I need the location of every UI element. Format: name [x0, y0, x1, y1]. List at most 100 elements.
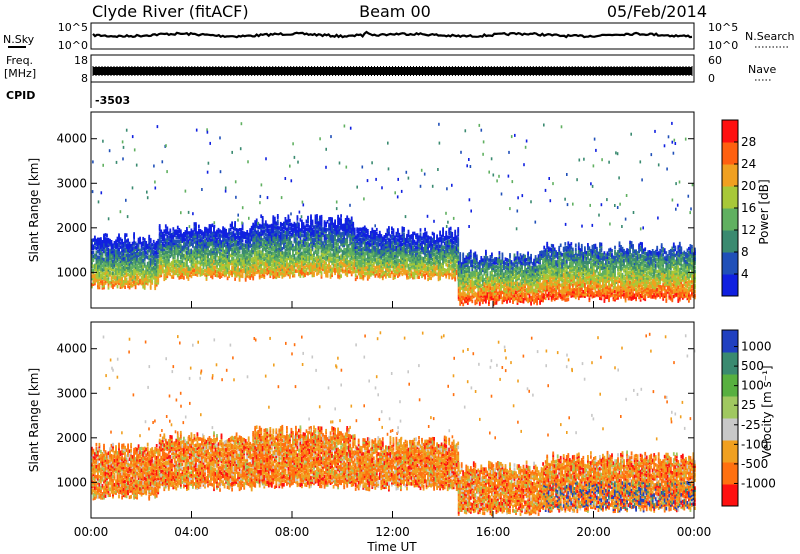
power-cell: [173, 239, 176, 244]
power-cell: [217, 227, 220, 232]
power-cell: [98, 241, 101, 246]
power-cell: [170, 245, 173, 249]
power-cell: [228, 228, 230, 232]
power-cell: [207, 256, 209, 260]
power-cell: [210, 260, 212, 264]
freq-panel: Freq. [MHz] 18 8 60 0 Nave: [4, 54, 776, 85]
power-cell: [254, 268, 257, 272]
power-cell: [279, 223, 282, 228]
power-cell: [149, 286, 152, 290]
power-cell: [148, 256, 151, 261]
power-cell: [301, 257, 303, 262]
power-cell: [143, 238, 146, 242]
power-cell: [195, 264, 197, 268]
power-cell: [183, 242, 185, 246]
power-cell: [112, 263, 114, 267]
power-cell: [310, 270, 312, 275]
power-cell: [231, 265, 233, 270]
power-cell: [305, 253, 308, 258]
power-cell: [314, 228, 317, 233]
power-cell: [240, 236, 242, 240]
power-cell: [176, 235, 179, 240]
power-cell: [293, 239, 296, 244]
power-cell: [155, 262, 158, 267]
power-cell: [421, 256, 423, 261]
power-cell: [301, 225, 303, 230]
power-cell: [223, 249, 226, 254]
power-cell: [214, 273, 217, 277]
power-cell: [241, 252, 244, 256]
power-cell: [178, 244, 181, 248]
power-cell: [161, 269, 164, 274]
power-cell: [148, 234, 151, 239]
power-cell: [112, 247, 114, 251]
power-cell: [255, 262, 258, 267]
power-cell: [134, 253, 137, 258]
power-cell: [186, 241, 188, 245]
power-cell: [166, 274, 169, 279]
power-cell: [311, 259, 314, 264]
power-cell: [195, 268, 197, 272]
power-cell: [118, 261, 120, 265]
power-cell: [109, 252, 111, 257]
power-cell: [192, 250, 194, 254]
power-cell: [241, 262, 244, 267]
power-cell: [249, 266, 252, 270]
power-cell: [219, 269, 221, 273]
power-cell: [270, 231, 273, 236]
power-cell: [201, 238, 203, 242]
power-cell: [196, 253, 199, 257]
power-cell: [163, 257, 166, 261]
power-cell: [131, 271, 134, 276]
power-cell: [139, 262, 141, 267]
power-cell: [210, 232, 212, 236]
power-cell: [101, 252, 104, 256]
power-cell: [237, 250, 239, 255]
power-cell: [261, 232, 264, 236]
power-cell: [121, 268, 123, 273]
power-cell: [213, 269, 215, 274]
power-cell: [143, 246, 146, 250]
power-cell: [255, 224, 258, 229]
power-cell: [254, 258, 257, 262]
power-cell: [124, 275, 126, 279]
power-cell: [283, 251, 285, 256]
power-cell: [276, 250, 279, 254]
power-cell: [272, 271, 275, 276]
power-cell: [107, 274, 110, 278]
power-cell: [243, 249, 246, 254]
power-cell: [107, 270, 110, 274]
power-cell: [243, 233, 246, 237]
power-cell: [244, 268, 247, 272]
power-cell: [106, 239, 108, 244]
power-cell: [229, 239, 232, 244]
power-cell: [287, 246, 290, 251]
power-cell: [341, 249, 344, 254]
power-cell: [187, 245, 190, 249]
power-cell: [193, 256, 196, 260]
power-cell: [121, 278, 123, 283]
power-cell: [158, 268, 161, 272]
power-cell: [286, 241, 288, 246]
power-cell: [95, 242, 98, 247]
power-cell: [137, 251, 140, 256]
power-cell: [226, 232, 229, 237]
power-cell: [158, 258, 161, 262]
power-cell: [307, 215, 309, 220]
power-cell: [360, 227, 363, 232]
power-cell: [143, 256, 146, 260]
power-cell: [137, 243, 140, 248]
power-cell: [118, 237, 120, 241]
power-cell: [198, 252, 200, 257]
power-cell: [133, 268, 135, 272]
power-cell: [125, 233, 128, 237]
power-cell: [275, 253, 278, 258]
power-cell: [289, 218, 291, 223]
power-cell: [178, 272, 181, 276]
power-cell: [295, 237, 297, 241]
power-cell: [214, 245, 217, 249]
power-cell: [128, 241, 131, 246]
power-cell: [255, 260, 258, 265]
power-cell: [122, 243, 125, 248]
power-cell: [421, 272, 423, 277]
